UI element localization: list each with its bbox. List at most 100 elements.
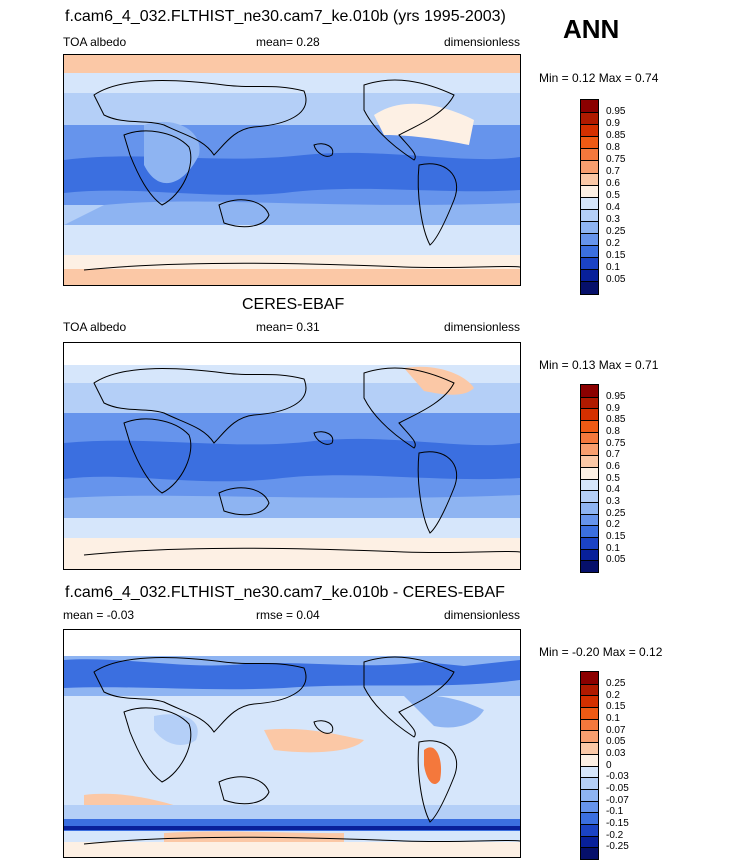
variable-label: TOA albedo [63, 320, 127, 334]
colorbar-swatch [581, 208, 598, 221]
colorbar-label: 0.8 [606, 426, 620, 437]
colorbar-label: 0.05 [606, 274, 626, 285]
units-label: dimensionless [444, 35, 521, 49]
colorbar-swatch [581, 525, 598, 537]
rmse-value: rmse = 0.04 [256, 608, 320, 622]
colorbar-label: 0.25 [606, 508, 626, 519]
colorbar-swatch [581, 718, 598, 731]
colorbar-label: 0.2 [606, 238, 620, 249]
colorbar-label: 0.07 [606, 725, 626, 736]
colorbar-swatch [581, 148, 598, 161]
colorbar-label: 0.85 [606, 414, 626, 425]
colorbar-label: 0.25 [606, 678, 626, 689]
mean-value: mean = -0.03 [63, 608, 135, 622]
colorbar-swatch [581, 124, 598, 137]
colorbar-label: 0.15 [606, 531, 626, 542]
colorbar-label: 0.8 [606, 142, 620, 153]
colorbar-swatch [581, 753, 598, 766]
colorbar-swatch [581, 245, 598, 258]
colorbar-swatch [581, 478, 598, 491]
colorbar-swatch [581, 396, 598, 409]
colorbar-swatch [581, 490, 598, 502]
min-max-label: Min = 0.13 Max = 0.71 [539, 358, 659, 372]
min-max-label: Min = 0.12 Max = 0.74 [539, 71, 659, 85]
map-plot [63, 629, 521, 858]
colorbar-swatch [581, 765, 598, 778]
colorbar-label: -0.15 [606, 818, 629, 829]
panel-title: f.cam6_4_032.FLTHIST_ne30.cam7_ke.010b -… [65, 584, 505, 601]
colorbar-label: 0 [606, 760, 612, 771]
colorbar [580, 671, 599, 860]
mean-value: mean= 0.28 [256, 35, 320, 49]
colorbar-swatch [581, 847, 598, 859]
colorbar-label: 0.5 [606, 473, 620, 484]
colorbar-label: 0.3 [606, 214, 620, 225]
colorbar-label: -0.03 [606, 771, 629, 782]
colorbar-label: 0.4 [606, 484, 620, 495]
colorbar-swatch [581, 730, 598, 743]
season-label: ANN [563, 14, 620, 44]
colorbar-label: 0.9 [606, 118, 620, 129]
variable-label: TOA albedo [63, 35, 127, 49]
colorbar-label: 0.1 [606, 543, 620, 554]
colorbar-swatch [581, 112, 598, 125]
colorbar-swatch [581, 408, 598, 421]
colorbar-swatch [581, 695, 598, 708]
colorbar-label: 0.6 [606, 178, 620, 189]
units-label: dimensionless [444, 608, 521, 622]
colorbar-swatch [581, 777, 598, 789]
colorbar-swatch [581, 466, 598, 479]
colorbar-swatch [581, 385, 598, 397]
colorbar-label: -0.07 [606, 795, 629, 806]
colorbar-label: 0.95 [606, 391, 626, 402]
colorbar-swatch [581, 455, 598, 467]
colorbar-label: 0.03 [606, 748, 626, 759]
colorbar-label: -0.1 [606, 806, 624, 817]
colorbar-label: -0.25 [606, 841, 629, 852]
colorbar-swatch [581, 800, 598, 813]
colorbar-swatch [581, 233, 598, 246]
colorbar-label: -0.05 [606, 783, 629, 794]
colorbar [580, 99, 599, 295]
colorbar-swatch [581, 281, 598, 294]
colorbar-label: 0.6 [606, 461, 620, 472]
colorbar-swatch [581, 536, 598, 549]
colorbar-label: 0.4 [606, 202, 620, 213]
mean-value: mean= 0.31 [256, 320, 320, 334]
colorbar-label: 0.95 [606, 106, 626, 117]
colorbar-label: 0.15 [606, 250, 626, 261]
colorbar-label: -0.2 [606, 830, 624, 841]
colorbar-swatch [581, 196, 598, 209]
map-plot [63, 342, 521, 570]
colorbar-swatch [581, 683, 598, 696]
colorbar-label: 0.85 [606, 130, 626, 141]
colorbar-swatch [581, 742, 598, 754]
colorbar-swatch [581, 220, 598, 234]
colorbar-label: 0.7 [606, 449, 620, 460]
colorbar-swatch [581, 548, 598, 561]
colorbar-swatch [581, 501, 598, 514]
colorbar-label: 0.3 [606, 496, 620, 507]
colorbar-label: 0.75 [606, 438, 626, 449]
colorbar-label: 0.2 [606, 690, 620, 701]
colorbar-swatch [581, 269, 598, 282]
colorbar-label: 0.1 [606, 713, 620, 724]
colorbar-label: 0.05 [606, 736, 626, 747]
colorbar-swatch [581, 672, 598, 684]
colorbar-swatch [581, 172, 598, 185]
map-plot [63, 54, 521, 286]
colorbar-swatch [581, 257, 598, 270]
colorbar [580, 384, 599, 573]
colorbar-swatch [581, 560, 598, 572]
colorbar-swatch [581, 707, 598, 719]
colorbar-swatch [581, 136, 598, 149]
colorbar-swatch [581, 835, 598, 848]
colorbar-label: 0.9 [606, 403, 620, 414]
colorbar-swatch [581, 100, 598, 113]
panel-title: CERES-EBAF [242, 296, 345, 313]
colorbar-swatch [581, 184, 598, 197]
colorbar-swatch [581, 788, 598, 801]
colorbar-swatch [581, 513, 598, 526]
colorbar-swatch [581, 812, 598, 824]
colorbar-label: 0.15 [606, 701, 626, 712]
